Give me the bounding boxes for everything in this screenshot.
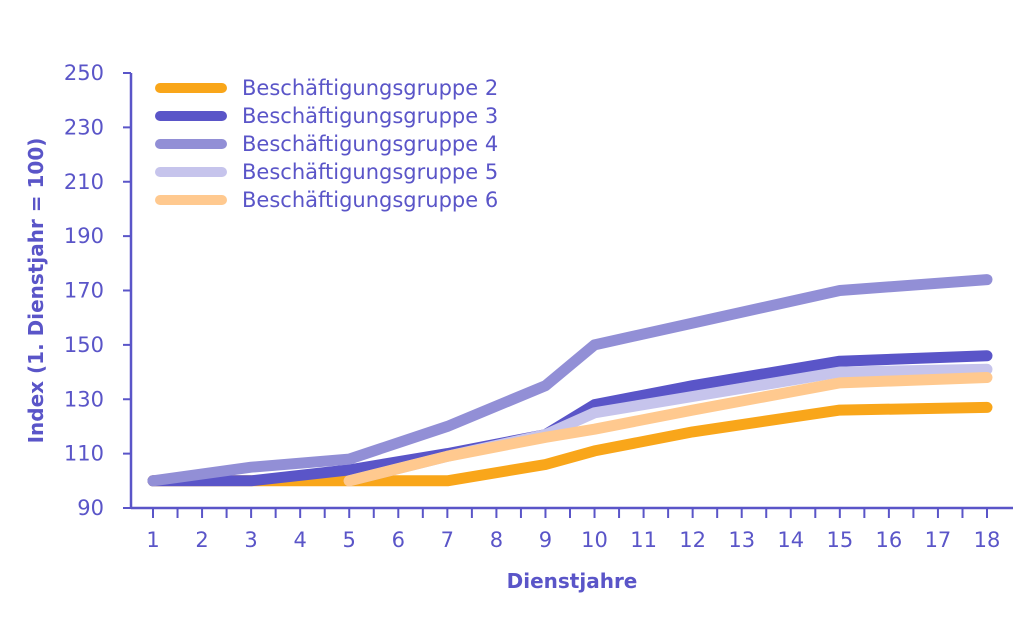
y-tick-label: 130 xyxy=(64,387,104,411)
y-tick-label: 210 xyxy=(64,170,104,194)
x-tick-label: 13 xyxy=(728,528,755,552)
x-tick-label: 12 xyxy=(679,528,706,552)
x-tick-label: 10 xyxy=(581,528,608,552)
legend-label-2: Beschäftigungsgruppe 3 xyxy=(242,104,498,128)
x-tick-label: 14 xyxy=(777,528,804,552)
x-tick-label: 15 xyxy=(826,528,853,552)
y-tick-label: 170 xyxy=(64,279,104,303)
x-tick-label: 9 xyxy=(539,528,552,552)
legend-label-5: Beschäftigungsgruppe 6 xyxy=(242,188,498,212)
legend-label-3: Beschäftigungsgruppe 4 xyxy=(242,132,498,156)
x-tick-label: 5 xyxy=(343,528,356,552)
x-tick-label: 2 xyxy=(195,528,208,552)
y-tick-label: 230 xyxy=(64,115,104,139)
x-tick-label: 8 xyxy=(490,528,503,552)
series-line-5 xyxy=(343,372,993,487)
y-tick-label: 110 xyxy=(64,442,104,466)
legend: Beschäftigungsgruppe 2 Beschäftigungsgrup… xyxy=(155,76,498,212)
x-tick-label: 3 xyxy=(244,528,257,552)
y-tick-label: 150 xyxy=(64,333,104,357)
x-axis-title: Dienstjahre xyxy=(507,569,638,593)
x-tick-label: 4 xyxy=(293,528,306,552)
plot-area xyxy=(147,274,993,487)
y-tick-label: 90 xyxy=(77,496,104,520)
x-tick-label: 16 xyxy=(876,528,903,552)
legend-label-1: Beschäftigungsgruppe 2 xyxy=(242,76,498,100)
x-tick-label: 11 xyxy=(630,528,657,552)
y-axis-title: Index (1. Dienstjahr = 100) xyxy=(24,138,48,444)
legend-label-4: Beschäftigungsgruppe 5 xyxy=(242,160,498,184)
x-tick-label: 17 xyxy=(925,528,952,552)
y-tick-label: 190 xyxy=(64,224,104,248)
x-tick-label: 18 xyxy=(974,528,1001,552)
x-tick-label: 6 xyxy=(392,528,405,552)
y-tick-label: 250 xyxy=(64,61,104,85)
x-tick-label: 1 xyxy=(146,528,159,552)
series-line-3 xyxy=(147,274,993,487)
x-tick-label: 7 xyxy=(441,528,454,552)
